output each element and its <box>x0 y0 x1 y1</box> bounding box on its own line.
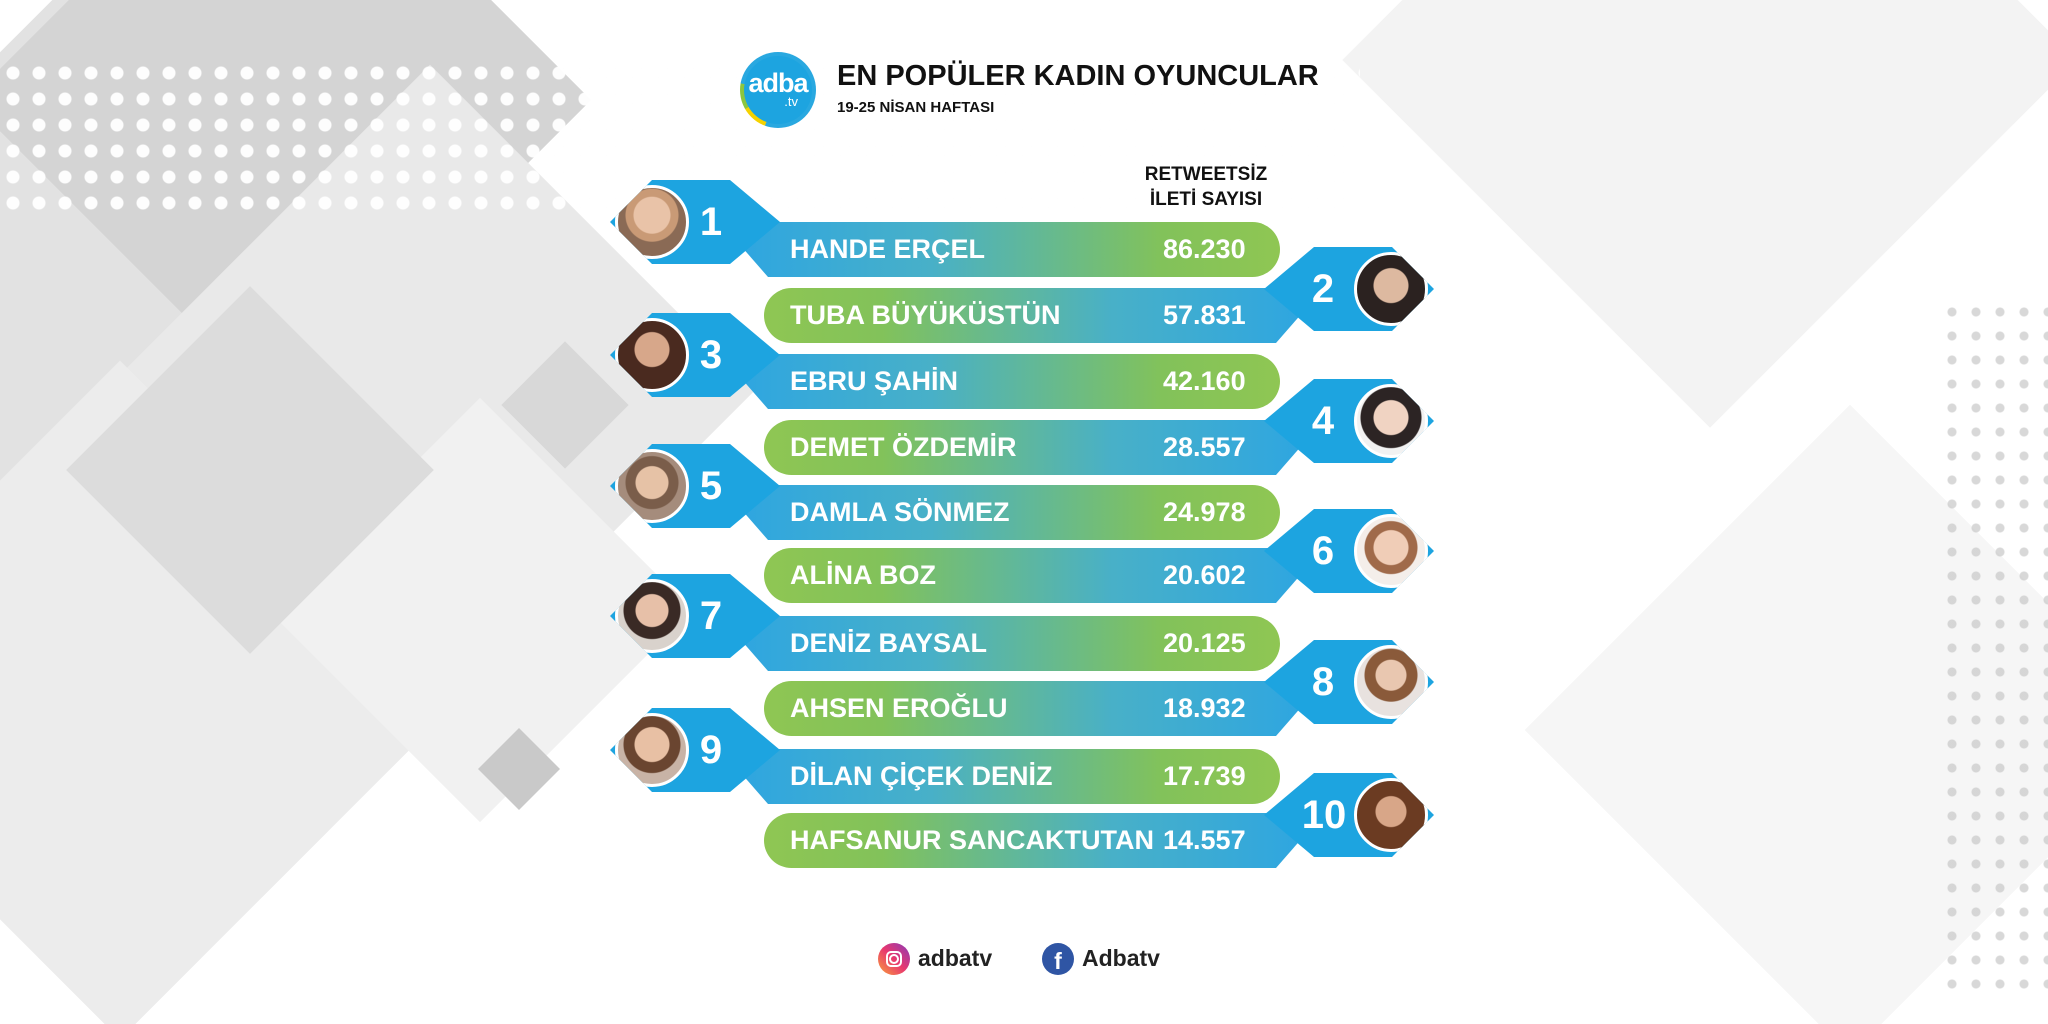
actress-name: TUBA BÜYÜKÜSTÜN <box>790 300 1061 330</box>
actress-name: AHSEN EROĞLU <box>790 693 1008 723</box>
facebook-handle[interactable]: Adbatv <box>1082 945 1160 971</box>
rank-number: 2 <box>1311 267 1335 311</box>
rank-number: 6 <box>1311 529 1335 573</box>
rank-number: 10 <box>1301 793 1347 837</box>
actress-photo <box>1354 252 1428 326</box>
actress-name: ALİNA BOZ <box>790 560 936 590</box>
ranking-bar: EBRU ŞAHİN 42.160 <box>744 354 1280 409</box>
logo-text: adba <box>748 68 808 98</box>
post-count: 20.602 <box>1163 560 1246 590</box>
rank-number: 4 <box>1311 399 1335 443</box>
rank-number: 7 <box>699 594 723 638</box>
instagram-handle[interactable]: adbatv <box>918 945 993 971</box>
actress-name: DİLAN ÇİÇEK DENİZ <box>790 761 1053 791</box>
value-column-header: RETWEETSİZ İLETİ SAYISI <box>1136 162 1276 212</box>
actress-name: DEMET ÖZDEMİR <box>790 432 1017 462</box>
ranking-bar: DENİZ BAYSAL 20.125 <box>744 616 1280 671</box>
rank-number: 5 <box>699 464 723 508</box>
post-count: 28.557 <box>1163 432 1246 462</box>
post-count: 42.160 <box>1163 366 1246 396</box>
post-count: 57.831 <box>1163 300 1246 330</box>
actress-name: EBRU ŞAHİN <box>790 366 959 396</box>
post-count: 17.739 <box>1163 761 1246 791</box>
actress-name: HANDE ERÇEL <box>790 234 986 264</box>
post-count: 86.230 <box>1163 234 1246 264</box>
footer: adbatv f Adbatv <box>0 940 2048 980</box>
adba-logo: adba .tv <box>740 52 816 128</box>
actress-name: DAMLA SÖNMEZ <box>790 497 1010 527</box>
bg-dot-pattern <box>1940 300 2048 1000</box>
logo-subtext: .tv <box>784 94 798 109</box>
facebook-icon[interactable]: f <box>1042 943 1074 975</box>
column-header-line-1: RETWEETSİZ <box>1144 164 1268 185</box>
ranking-bar: DİLAN ÇİÇEK DENİZ 17.739 <box>744 749 1280 804</box>
post-count: 18.932 <box>1163 693 1246 723</box>
actress-name: HAFSANUR SANCAKTUTAN <box>790 825 1154 855</box>
post-count: 20.125 <box>1163 628 1246 658</box>
ranking-bar: HAFSANUR SANCAKTUTAN 14.557 <box>764 813 1300 868</box>
rank-number: 8 <box>1311 660 1335 704</box>
adba-logo-badge: adba .tv <box>744 56 812 124</box>
post-count: 24.978 <box>1163 497 1246 527</box>
actress-name: DENİZ BAYSAL <box>790 628 988 658</box>
rank-number: 1 <box>699 200 723 244</box>
ranking-bar: DEMET ÖZDEMİR 28.557 <box>764 420 1300 475</box>
page-title: EN POPÜLER KADIN OYUNCULAR <box>837 60 1319 92</box>
ranking-bar: AHSEN EROĞLU 18.932 <box>764 681 1300 736</box>
post-count: 14.557 <box>1163 825 1246 855</box>
ranking-bar: DAMLA SÖNMEZ 24.978 <box>744 485 1280 540</box>
ranking-bar: HANDE ERÇEL 86.230 <box>744 222 1280 277</box>
page-subtitle: 19-25 NİSAN HAFTASI <box>837 99 995 116</box>
instagram-icon[interactable] <box>878 943 910 975</box>
ranking-bar: TUBA BÜYÜKÜSTÜN 57.831 <box>764 288 1300 343</box>
rank-number: 3 <box>699 333 723 377</box>
column-header-line-2: İLETİ SAYISI <box>1149 189 1263 210</box>
ranking-bar: ALİNA BOZ 20.602 <box>764 548 1300 603</box>
rank-number: 9 <box>699 728 723 772</box>
